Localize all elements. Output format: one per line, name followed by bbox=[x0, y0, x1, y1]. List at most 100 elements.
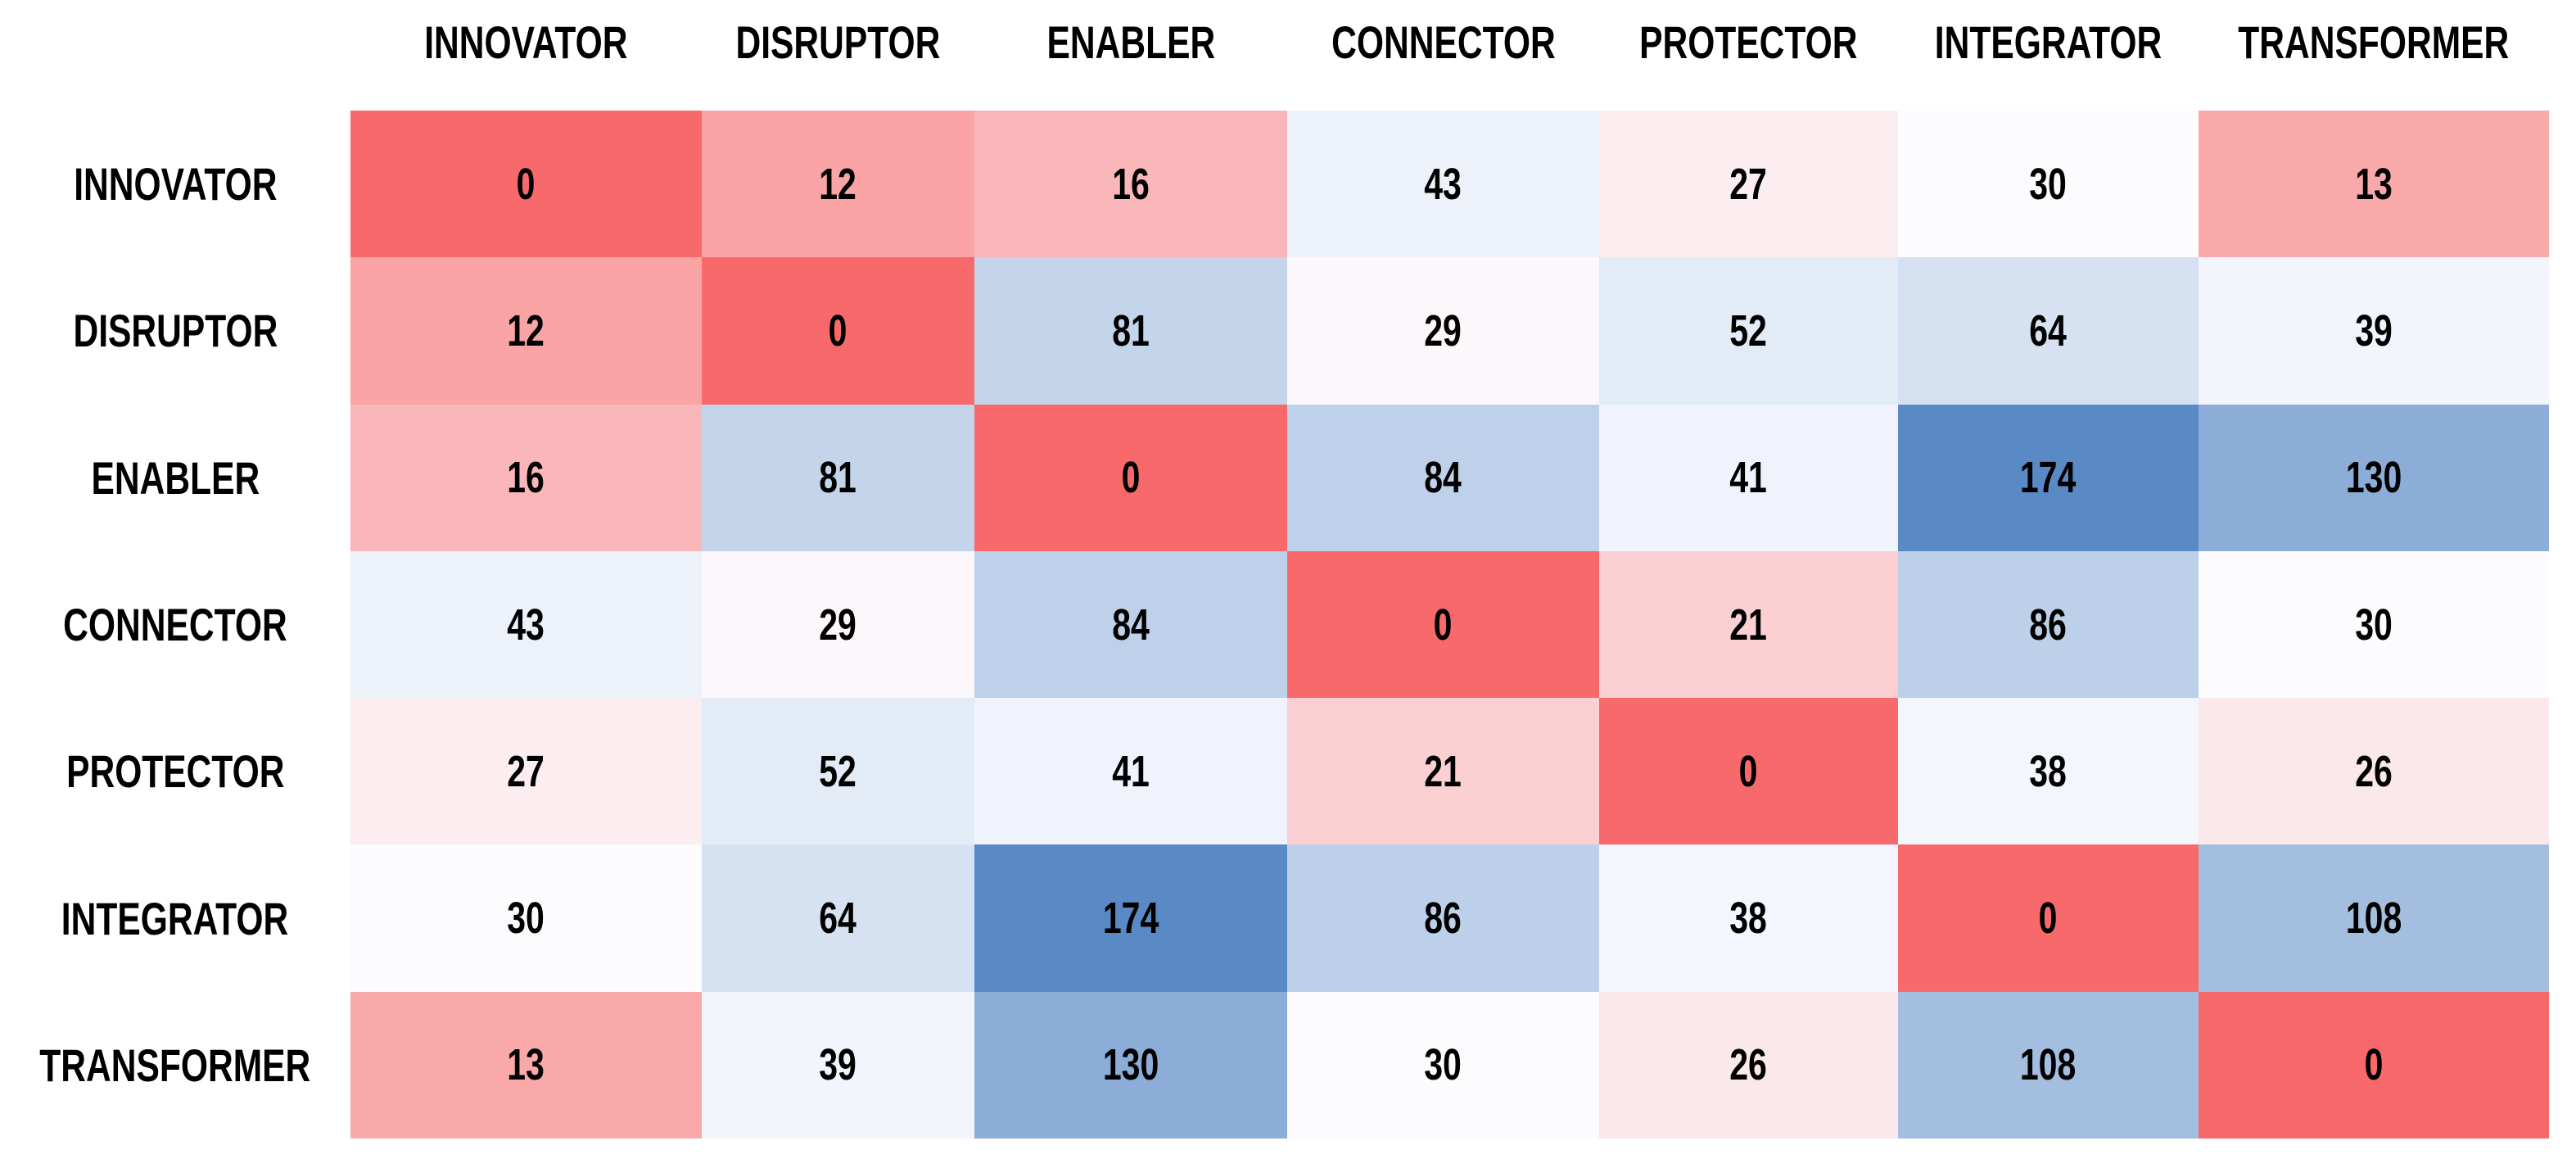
corner-cell bbox=[0, 0, 350, 111]
matrix-cell-disruptor-innovator: 12 bbox=[350, 257, 702, 405]
matrix-cell-connector-disruptor: 29 bbox=[702, 550, 974, 699]
matrix-cell-transformer-integrator: 108 bbox=[1898, 991, 2199, 1139]
matrix-cell-transformer-protector: 26 bbox=[1599, 991, 1898, 1139]
matrix-cell-protector-enabler: 41 bbox=[974, 698, 1287, 845]
column-header-label: TRANSFORMER bbox=[2238, 16, 2510, 68]
matrix-cell-enabler-innovator: 16 bbox=[350, 404, 702, 551]
matrix-cell-integrator-protector: 38 bbox=[1599, 844, 1898, 992]
matrix-cell-value: 16 bbox=[507, 453, 545, 503]
matrix-cell-disruptor-integrator: 64 bbox=[1898, 257, 2199, 405]
matrix-cell-value: 38 bbox=[2029, 746, 2068, 796]
column-header-transformer: TRANSFORMER bbox=[2199, 0, 2549, 111]
row-header-label: PROTECTOR bbox=[66, 745, 285, 798]
row-header-innovator: INNOVATOR bbox=[0, 111, 350, 258]
matrix-cell-value: 64 bbox=[819, 894, 857, 944]
matrix-cell-value: 41 bbox=[1729, 453, 1768, 503]
matrix-cell-value: 0 bbox=[2364, 1040, 2384, 1090]
matrix-cell-disruptor-protector: 52 bbox=[1599, 257, 1898, 405]
matrix-cell-value: 43 bbox=[507, 600, 545, 650]
column-header-disruptor: DISRUPTOR bbox=[702, 0, 974, 111]
matrix-cell-protector-transformer: 26 bbox=[2199, 698, 2549, 845]
matrix-cell-value: 130 bbox=[1102, 1040, 1159, 1090]
row-header-integrator: INTEGRATOR bbox=[0, 844, 350, 992]
matrix-cell-value: 21 bbox=[1729, 600, 1768, 650]
column-header-label: DISRUPTOR bbox=[735, 16, 941, 68]
row-header-label: CONNECTOR bbox=[63, 599, 287, 651]
matrix-cell-value: 27 bbox=[1729, 159, 1768, 209]
column-header-label: INNOVATOR bbox=[424, 16, 628, 68]
matrix-cell-connector-enabler: 84 bbox=[974, 550, 1287, 699]
column-header-protector: PROTECTOR bbox=[1599, 0, 1898, 111]
row-header-transformer: TRANSFORMER bbox=[0, 991, 350, 1139]
row-header-label: TRANSFORMER bbox=[39, 1039, 311, 1091]
column-header-label: PROTECTOR bbox=[1639, 16, 1858, 68]
matrix-cell-value: 26 bbox=[1729, 1040, 1768, 1090]
matrix-cell-enabler-disruptor: 81 bbox=[702, 404, 974, 551]
matrix-cell-integrator-disruptor: 64 bbox=[702, 844, 974, 992]
matrix-cell-value: 0 bbox=[1739, 746, 1758, 796]
matrix-cell-value: 21 bbox=[1424, 746, 1462, 796]
row-header-enabler: ENABLER bbox=[0, 404, 350, 551]
row-header-disruptor: DISRUPTOR bbox=[0, 257, 350, 405]
column-header-integrator: INTEGRATOR bbox=[1898, 0, 2199, 111]
matrix-cell-value: 13 bbox=[2355, 159, 2393, 209]
matrix-cell-innovator-connector: 43 bbox=[1287, 111, 1599, 258]
matrix-cell-value: 30 bbox=[1424, 1040, 1462, 1090]
matrix-cell-innovator-protector: 27 bbox=[1599, 111, 1898, 258]
column-header-label: ENABLER bbox=[1046, 16, 1215, 68]
column-header-innovator: INNOVATOR bbox=[350, 0, 702, 111]
matrix-cell-integrator-transformer: 108 bbox=[2199, 844, 2549, 992]
matrix-cell-value: 38 bbox=[1729, 894, 1768, 944]
row-header-protector: PROTECTOR bbox=[0, 698, 350, 845]
matrix-cell-value: 29 bbox=[819, 600, 857, 650]
matrix-cell-enabler-enabler: 0 bbox=[974, 404, 1287, 551]
matrix-cell-disruptor-connector: 29 bbox=[1287, 257, 1599, 405]
matrix-cell-value: 27 bbox=[507, 746, 545, 796]
row-header-label: DISRUPTOR bbox=[73, 305, 278, 357]
matrix-cell-transformer-transformer: 0 bbox=[2199, 991, 2549, 1139]
matrix-cell-connector-transformer: 30 bbox=[2199, 550, 2549, 699]
matrix-cell-value: 0 bbox=[829, 306, 847, 355]
matrix-cell-value: 13 bbox=[507, 1040, 545, 1090]
row-header-connector: CONNECTOR bbox=[0, 550, 350, 699]
matrix-cell-value: 108 bbox=[2020, 1040, 2077, 1090]
matrix-cell-value: 86 bbox=[1424, 894, 1462, 944]
matrix-cell-value: 0 bbox=[517, 159, 536, 209]
matrix-cell-value: 39 bbox=[819, 1040, 857, 1090]
matrix-cell-innovator-innovator: 0 bbox=[350, 111, 702, 258]
matrix-cell-value: 84 bbox=[1424, 453, 1462, 503]
matrix-cell-transformer-disruptor: 39 bbox=[702, 991, 974, 1139]
matrix-cell-value: 174 bbox=[1102, 894, 1159, 944]
matrix-cell-value: 30 bbox=[2029, 159, 2068, 209]
matrix-cell-value: 12 bbox=[507, 306, 545, 355]
matrix-cell-protector-disruptor: 52 bbox=[702, 698, 974, 845]
matrix-cell-value: 81 bbox=[1112, 306, 1150, 355]
matrix-cell-integrator-enabler: 174 bbox=[974, 844, 1287, 992]
column-header-connector: CONNECTOR bbox=[1287, 0, 1599, 111]
matrix-cell-value: 130 bbox=[2345, 453, 2402, 503]
matrix-cell-innovator-disruptor: 12 bbox=[702, 111, 974, 258]
matrix-cell-protector-protector: 0 bbox=[1599, 698, 1898, 845]
matrix-cell-integrator-integrator: 0 bbox=[1898, 844, 2199, 992]
matrix-cell-protector-innovator: 27 bbox=[350, 698, 702, 845]
matrix-cell-protector-connector: 21 bbox=[1287, 698, 1599, 845]
matrix-cell-value: 81 bbox=[819, 453, 857, 503]
row-header-label: INTEGRATOR bbox=[61, 892, 289, 944]
matrix-cell-enabler-protector: 41 bbox=[1599, 404, 1898, 551]
matrix-cell-disruptor-transformer: 39 bbox=[2199, 257, 2549, 405]
matrix-cell-innovator-enabler: 16 bbox=[974, 111, 1287, 258]
matrix-cell-value: 64 bbox=[2029, 306, 2068, 355]
row-header-label: INNOVATOR bbox=[73, 158, 278, 211]
matrix-cell-enabler-integrator: 174 bbox=[1898, 404, 2199, 551]
matrix-cell-enabler-connector: 84 bbox=[1287, 404, 1599, 551]
matrix-cell-innovator-transformer: 13 bbox=[2199, 111, 2549, 258]
heatmap-matrix: INNOVATOR DISRUPTOR ENABLER CONNECTOR PROTEC… bbox=[0, 0, 2549, 1139]
matrix-cell-disruptor-disruptor: 0 bbox=[702, 257, 974, 405]
matrix-cell-value: 108 bbox=[2345, 894, 2402, 944]
matrix-cell-transformer-innovator: 13 bbox=[350, 991, 702, 1139]
matrix-cell-connector-protector: 21 bbox=[1599, 550, 1898, 699]
matrix-cell-value: 0 bbox=[1434, 600, 1453, 650]
matrix-cell-value: 12 bbox=[819, 159, 857, 209]
matrix-cell-enabler-transformer: 130 bbox=[2199, 404, 2549, 551]
matrix-cell-value: 52 bbox=[819, 746, 857, 796]
